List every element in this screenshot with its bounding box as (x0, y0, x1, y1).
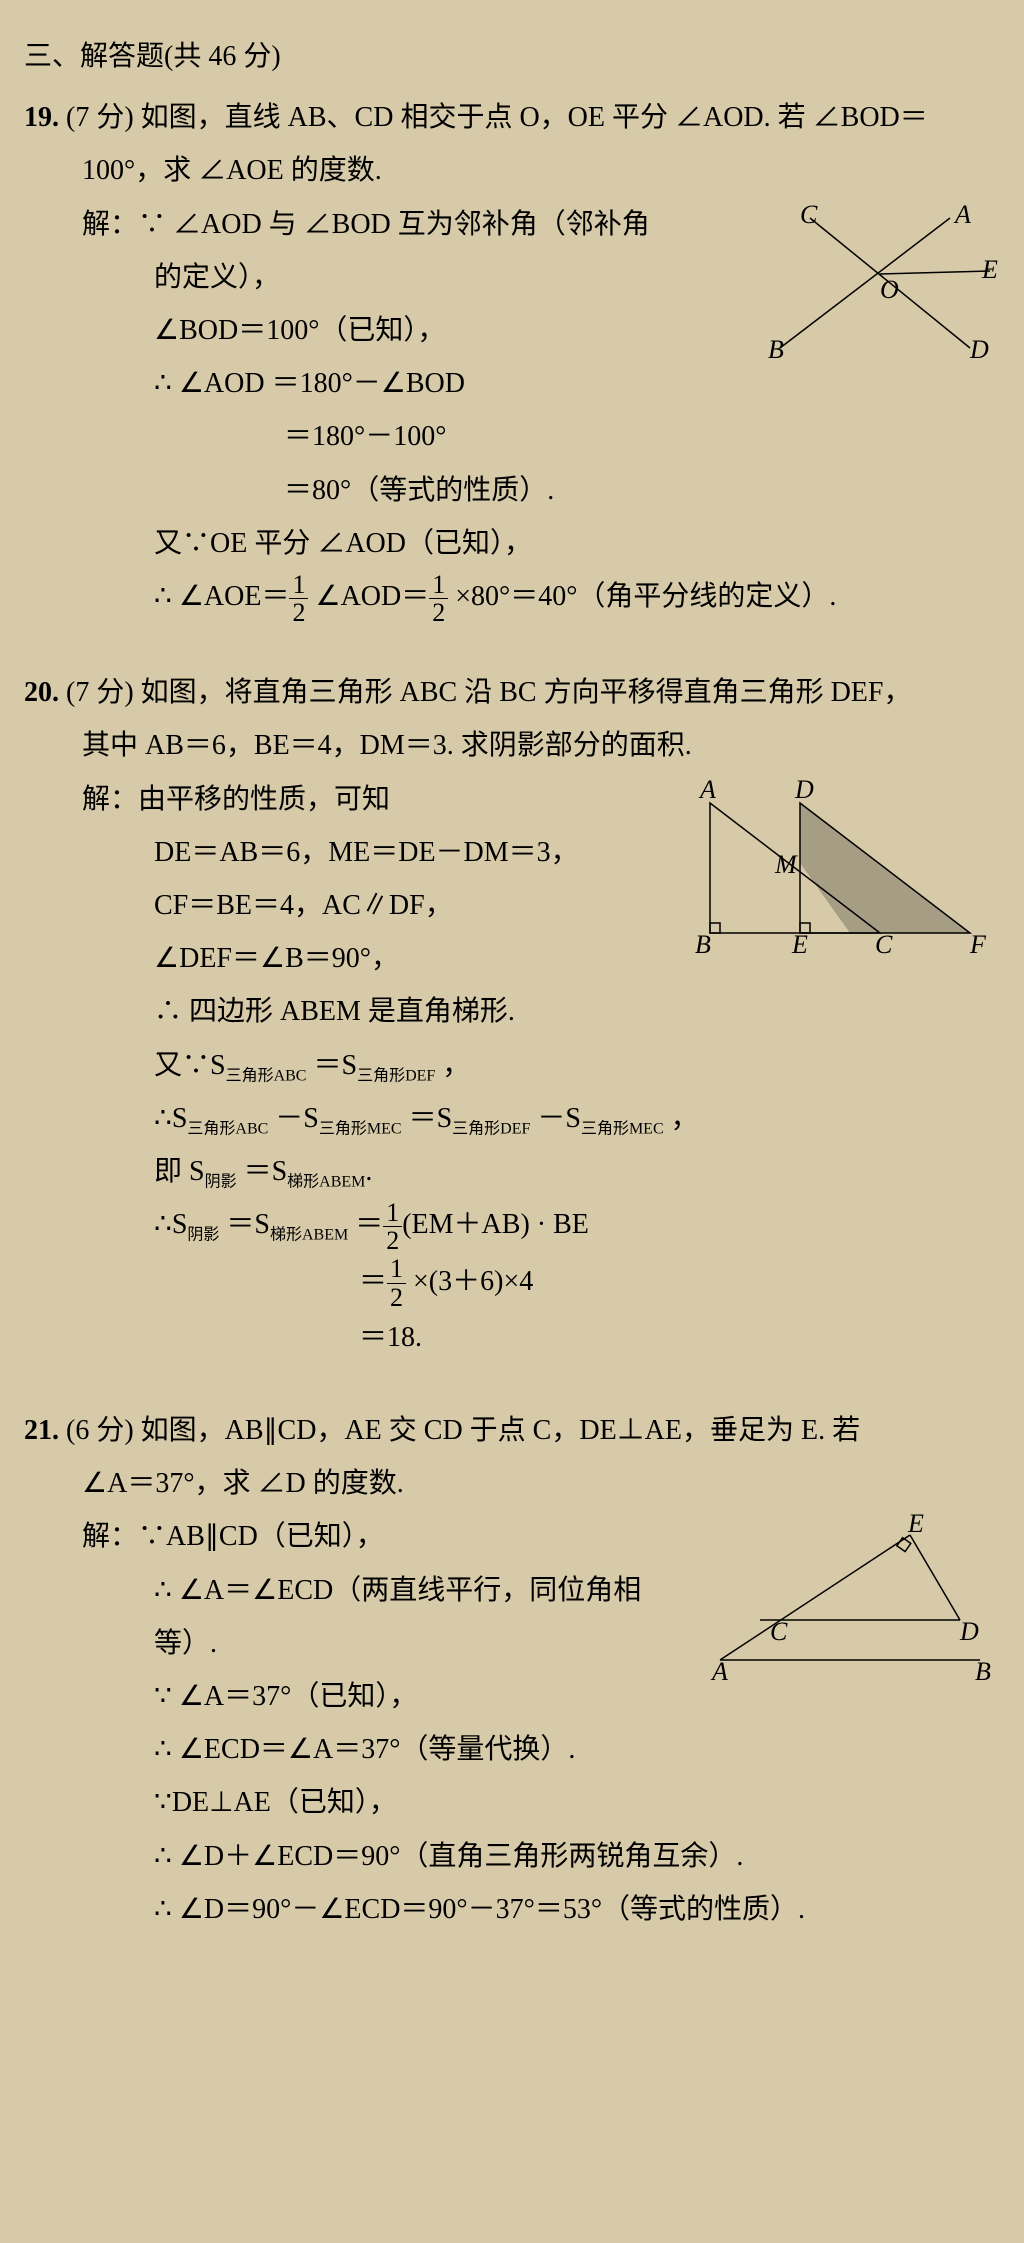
p20-sol-l7b: －S (268, 1103, 319, 1134)
diagram-label-E3: E (907, 1510, 924, 1538)
p20-sub6: 三角形MEC (581, 1120, 664, 1137)
diagram-label-A2: A (698, 775, 716, 804)
p20-sol-l10a: ＝ (359, 1266, 387, 1297)
problem-20-points: (7 分) (66, 677, 134, 708)
diagram-label-D: D (969, 335, 989, 364)
diagram-label-A3: A (710, 1657, 728, 1680)
p20-sol-l9d: (EM＋AB) · BE (402, 1209, 589, 1240)
p19-sol-l7: 又∵OE 平分 ∠AOD（已知）， (24, 517, 1000, 570)
p19-sol-l8b: ∠AOD＝ (308, 581, 429, 612)
diagram-label-D3: D (959, 1617, 979, 1646)
p20-sub1: 三角形ABC (226, 1067, 307, 1084)
p20-sol-l6c: ， (435, 1050, 470, 1081)
p20-sol-l5: ∴ 四边形 ABEM 是直角梯形. (24, 985, 1000, 1038)
p19-sol-l5: ＝180°－100° (24, 410, 1000, 463)
problem-19-number: 19. (24, 102, 59, 133)
problem-19-diagram: C A E O B D (740, 198, 1000, 368)
p19-sol-l6: ＝80°（等式的性质）. (24, 464, 1000, 517)
diagram-label-C: C (800, 200, 818, 229)
problem-21-points: (6 分) (66, 1415, 134, 1446)
frac-half-2: 12 (429, 571, 448, 627)
problem-21-number: 21. (24, 1415, 59, 1446)
problem-20-diagram: A D M B E C F (670, 773, 1000, 963)
p20-sol-l7c: ＝S (402, 1103, 453, 1134)
problem-19-points: (7 分) (66, 102, 134, 133)
problem-21: 21. (6 分) 如图，AB∥CD，AE 交 CD 于点 C，DE⊥AE，垂足… (24, 1404, 1000, 1936)
p20-sol-l9c: ＝ (348, 1209, 383, 1240)
p20-sol-l8a: 即 S (154, 1156, 205, 1187)
diagram-label-A: A (953, 200, 971, 229)
diagram-label-D2: D (794, 775, 814, 804)
p20-sub8: 梯形ABEM (287, 1174, 365, 1191)
problem-21-diagram: E C D A B (700, 1510, 1000, 1680)
p21-sol-l7: ∴ ∠D＝90°－∠ECD＝90°－37°＝53°（等式的性质）. (24, 1883, 1000, 1936)
diagram-label-M: M (774, 850, 798, 879)
p20-sub4: 三角形MEC (319, 1120, 402, 1137)
diagram-label-C3: C (770, 1617, 788, 1646)
p19-sol-l8a: ∴ ∠AOE＝ (154, 581, 289, 612)
diagram-label-E: E (981, 255, 998, 284)
p20-sol-l8c: . (365, 1156, 372, 1187)
p20-sol-l7d: －S (530, 1103, 581, 1134)
p20-sub2: 三角形DEF (357, 1067, 435, 1084)
frac-half-3: 12 (383, 1199, 402, 1255)
p20-sol-l11: ＝18. (24, 1311, 1000, 1364)
p20-sub3: 三角形ABC (187, 1120, 268, 1137)
p20-sol-l7a: ∴S (154, 1103, 187, 1134)
p20-sub7: 阴影 (205, 1174, 237, 1191)
diagram-label-O: O (880, 275, 899, 304)
frac-half-4: 12 (387, 1255, 406, 1311)
problem-21-q2: ∠A＝37°，求 ∠D 的度数. (24, 1457, 1000, 1510)
p20-sub10: 梯形ABEM (270, 1227, 348, 1244)
p21-sol-l6: ∴ ∠D＋∠ECD＝90°（直角三角形两锐角互余）. (24, 1830, 1000, 1883)
problem-19-q2: 100°，求 ∠AOE 的度数. (24, 144, 1000, 197)
p20-sol-l9a: ∴S (154, 1209, 187, 1240)
problem-19-q1: 如图，直线 AB、CD 相交于点 O，OE 平分 ∠AOD. 若 ∠BOD＝ (141, 102, 928, 133)
p21-sol-l4: ∴ ∠ECD＝∠A＝37°（等量代换）. (24, 1723, 1000, 1776)
problem-21-q1: 如图，AB∥CD，AE 交 CD 于点 C，DE⊥AE，垂足为 E. 若 (141, 1415, 860, 1446)
p20-sub9: 阴影 (187, 1227, 219, 1244)
p20-sub5: 三角形DEF (452, 1120, 530, 1137)
p20-sol-l8b: ＝S (237, 1156, 288, 1187)
problem-20-q2: 其中 AB＝6，BE＝4，DM＝3. 求阴影部分的面积. (24, 719, 1000, 772)
problem-20-q1: 如图，将直角三角形 ABC 沿 BC 方向平移得直角三角形 DEF， (141, 677, 912, 708)
diagram-label-B2: B (695, 930, 711, 959)
p20-sol-l7e: ， (664, 1103, 699, 1134)
problem-20-number: 20. (24, 677, 59, 708)
diagram-label-C2: C (875, 930, 893, 959)
section-title: 三、解答题(共 46 分) (24, 30, 1000, 83)
p21-sol-l5: ∵DE⊥AE（已知）， (24, 1776, 1000, 1829)
diagram-label-B3: B (975, 1657, 991, 1680)
p20-sol-l9b: ＝S (219, 1209, 270, 1240)
p20-sol-l6b: ＝S (306, 1050, 357, 1081)
problem-20: 20. (7 分) 如图，将直角三角形 ABC 沿 BC 方向平移得直角三角形 … (24, 666, 1000, 1364)
frac-half-1: 12 (289, 571, 308, 627)
p19-sol-l8c: ×80°＝40°（角平分线的定义）. (448, 581, 836, 612)
diagram-label-E2: E (791, 930, 808, 959)
diagram-label-F: F (969, 930, 987, 959)
p20-sol-l10b: ×(3＋6)×4 (406, 1266, 533, 1297)
p20-sol-l6a: 又∵S (154, 1050, 226, 1081)
problem-19: 19. (7 分) 如图，直线 AB、CD 相交于点 O，OE 平分 ∠AOD.… (24, 91, 1000, 626)
diagram-label-B: B (768, 335, 784, 364)
